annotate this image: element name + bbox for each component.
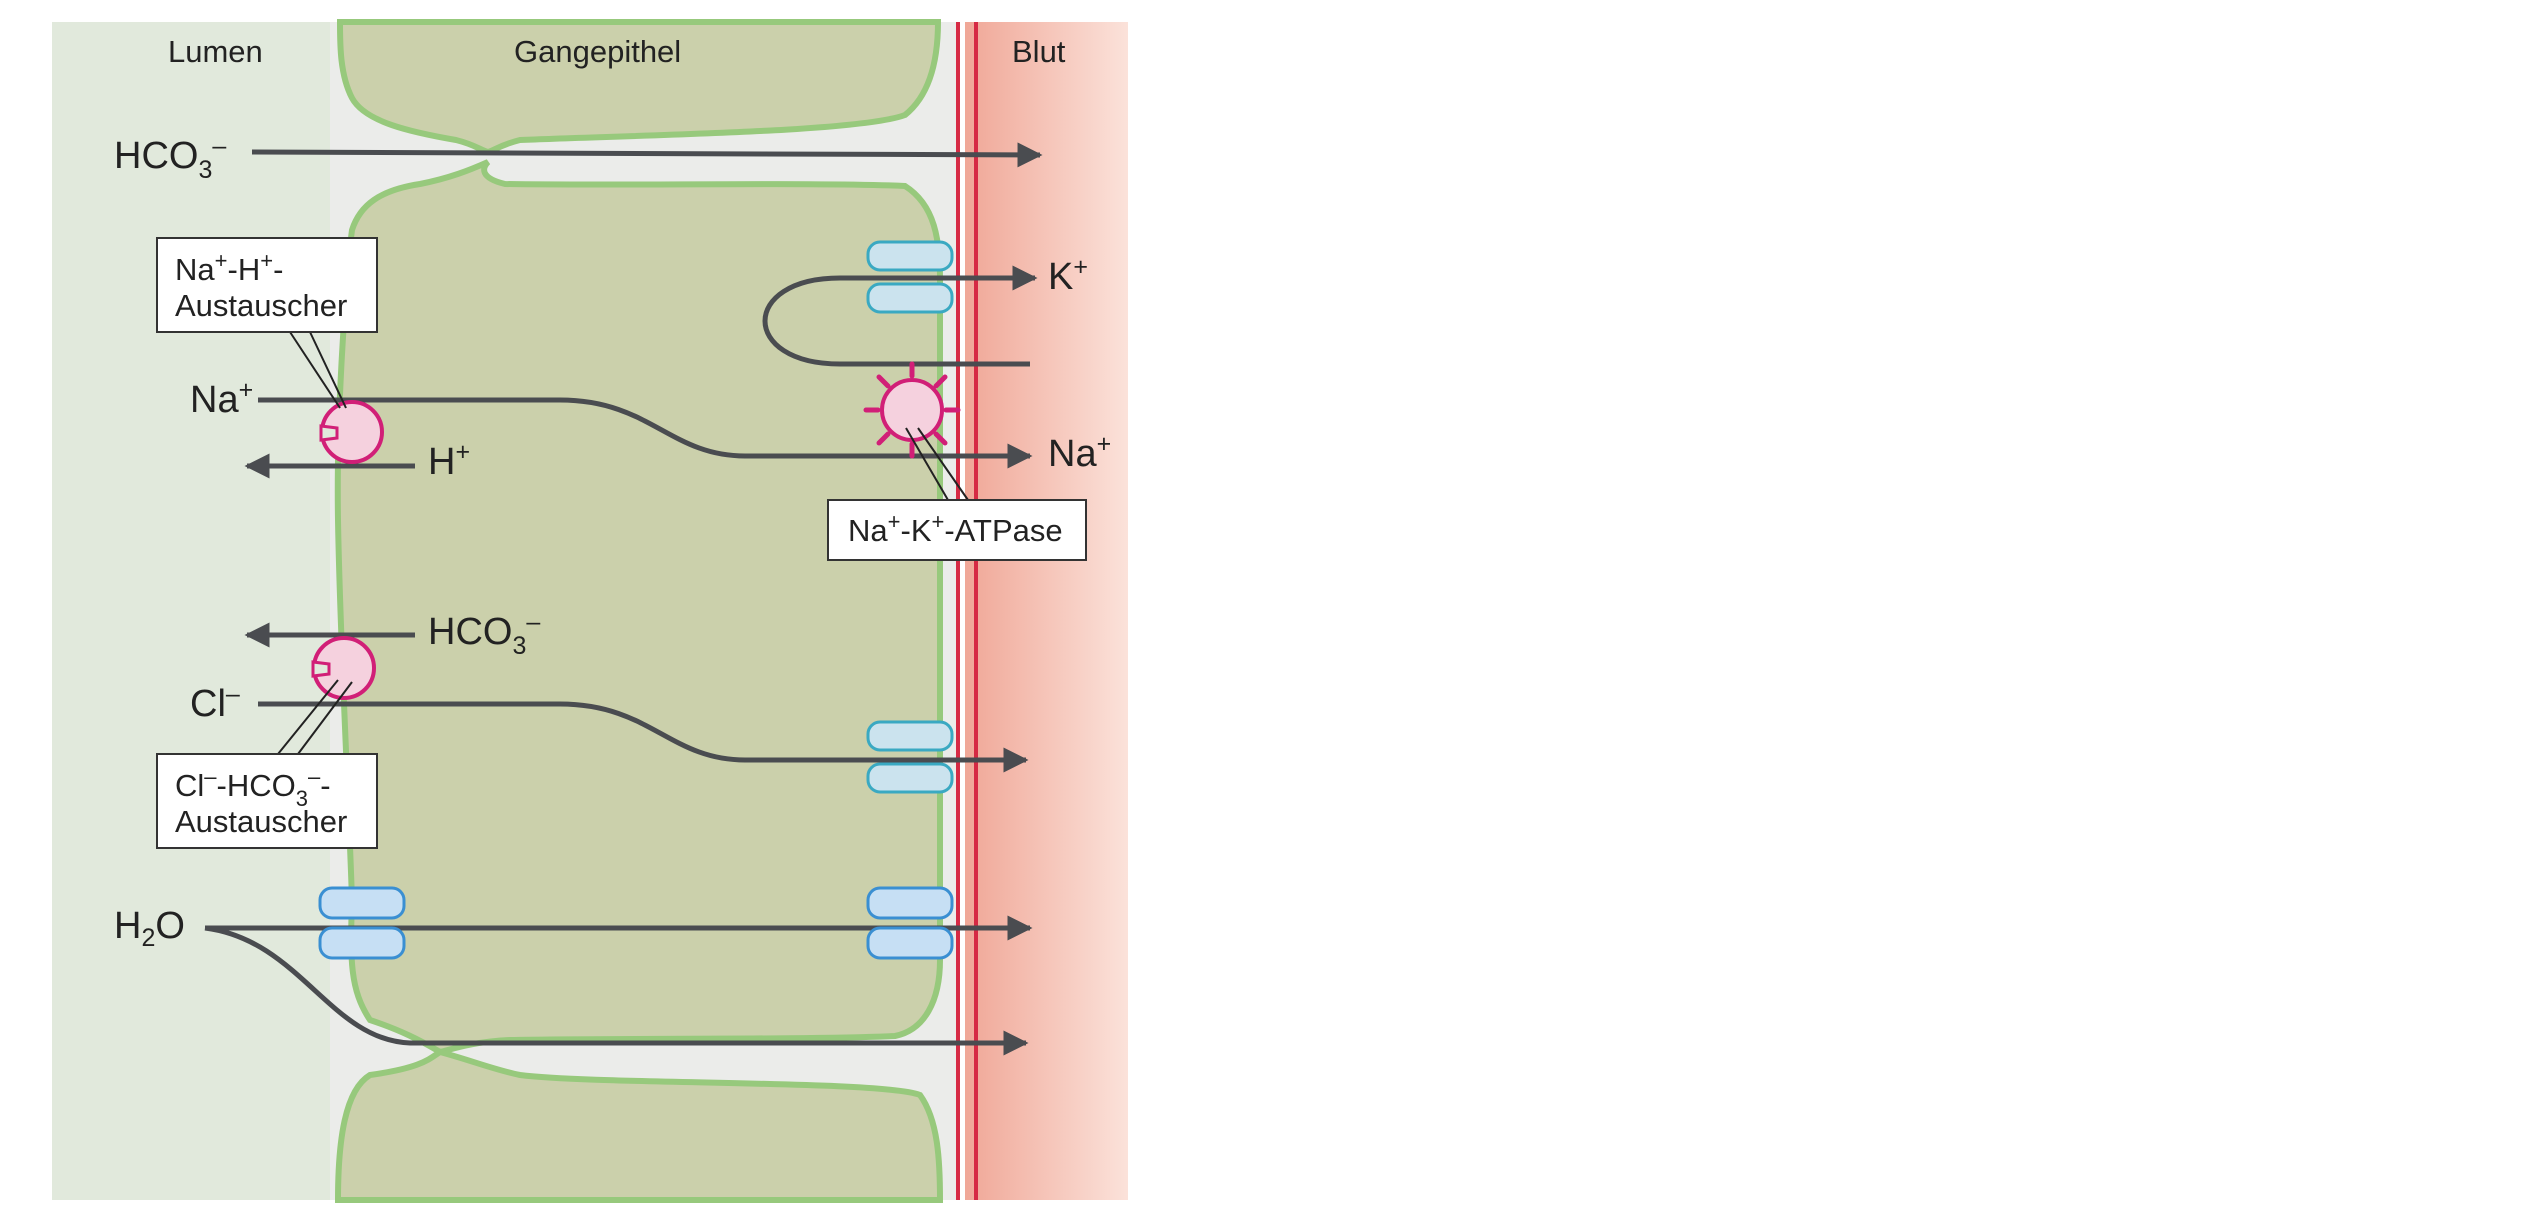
cl-hco3-exchanger-label-box [156,753,378,849]
cl-absorption-arrow [258,701,1029,773]
h2o-label: H2O [114,905,185,952]
h2o-paracellular-arrow [204,925,1029,1056]
na-label-left: Na+ [190,376,253,421]
cl-hco3-exchanger-label-line1: Cl–-HCO3–- [175,764,331,811]
k-label: K+ [1048,253,1088,298]
blood-region [965,22,1128,1200]
cl-label: Cl– [190,680,240,725]
cl-hco3-exchanger-leader [277,679,353,755]
aquaporin-basolateral [866,886,954,960]
k-channel [866,240,954,314]
na-k-atpase-label-box [827,499,1087,561]
cl-hco3-exchanger [311,636,376,700]
hco3-paracellular-arrow [251,142,1043,168]
blood-header: Blut [1012,34,1066,69]
h-label: H+ [428,438,470,483]
na-k-atpase-label: Na+-K+-ATPase [848,509,1063,548]
aquaporin-apical [318,886,406,960]
na-h-exchanger [319,400,384,464]
na-h-exchanger-label-line1: Na+-H+- [175,248,283,287]
cl-hco3-exchanger-label-line2: Austauscher [175,804,347,839]
cl-channel [866,720,954,794]
hco3-label-top: HCO3– [114,132,226,184]
lumen-region [52,22,352,1200]
na-label-right: Na+ [1048,430,1111,475]
epithelial-cell-top [336,19,942,156]
epithelial-cell-main [334,159,943,1056]
na-h-exchanger-leader [289,331,347,409]
hco3-label-mid: HCO3– [428,608,540,660]
na-absorption-arrow [258,397,1033,469]
epithel-header: Gangepithel [514,34,681,69]
na-k-atpase [863,361,961,459]
na-k-atpase-leader [905,427,969,501]
epithelial-cell-bottom [334,1048,944,1203]
lumen-header: Lumen [168,34,263,69]
k-recycling-arrow [762,265,1038,367]
na-h-exchanger-label-box [156,237,378,333]
na-h-exchanger-label-line2: Austauscher [175,288,347,323]
